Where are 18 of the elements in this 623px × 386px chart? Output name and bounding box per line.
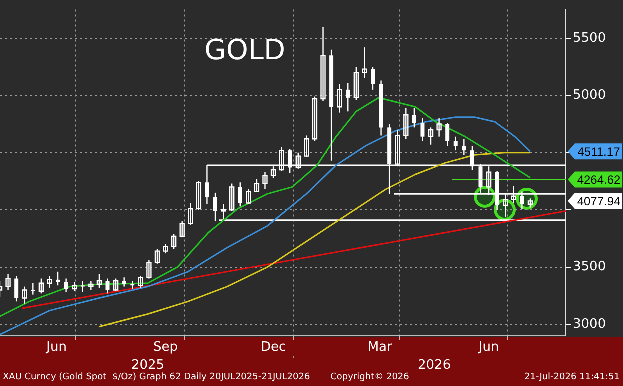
text: GOLD bbox=[204, 33, 286, 66]
x-tick-label: Jun bbox=[46, 340, 67, 356]
x-tick-label: Mar bbox=[368, 340, 394, 356]
y-tick-label: 5500 bbox=[573, 30, 606, 46]
x-tick-label: Dec bbox=[260, 340, 286, 356]
text: 4511.17 bbox=[578, 144, 621, 159]
text: XAU Curncy (Gold Spot $/Oz) Graph 62 Daily 20JUL2025-21JUL2026 bbox=[3, 372, 310, 382]
x-tick-label: Jun bbox=[478, 340, 500, 356]
text: 21-Jul-2026 11:41:51 bbox=[524, 372, 620, 382]
x-tick-label: Sep bbox=[154, 340, 178, 356]
text: Copyright© 2026 bbox=[330, 372, 410, 382]
y-tick-label: 5000 bbox=[573, 88, 606, 104]
y-tick-label: 3500 bbox=[573, 260, 606, 275]
y-tick-label: 3000 bbox=[573, 316, 606, 332]
x2-tick-label: 2026 bbox=[418, 358, 452, 374]
x2-tick-label: 2025 bbox=[131, 358, 165, 374]
text: 4077.94 bbox=[577, 194, 621, 208]
data-label: 4264.62 bbox=[577, 173, 622, 188]
